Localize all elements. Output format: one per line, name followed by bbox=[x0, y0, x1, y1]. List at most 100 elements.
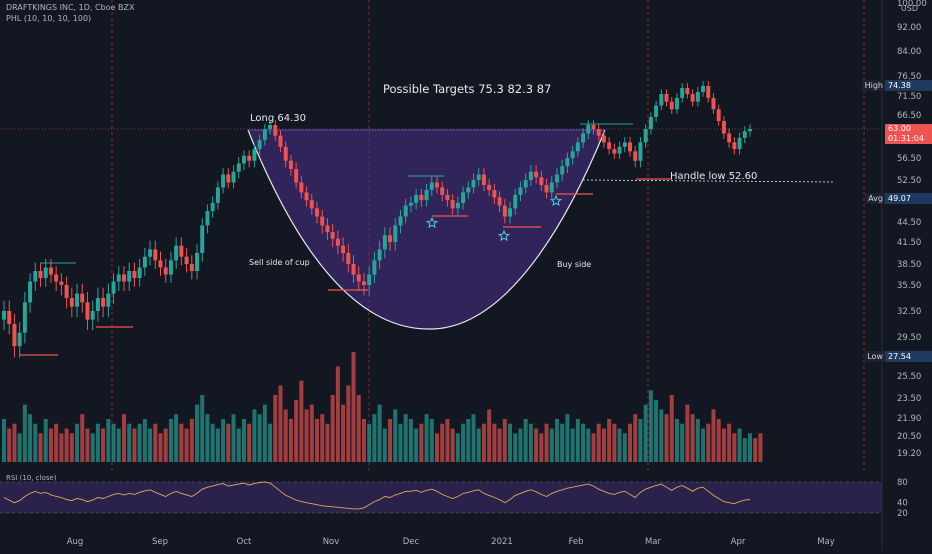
rsi-tick-label: 80 bbox=[897, 478, 908, 488]
candle-body bbox=[210, 202, 215, 212]
candle-body bbox=[33, 271, 38, 282]
candle-body bbox=[111, 281, 116, 294]
volume-bar bbox=[403, 414, 408, 462]
volume-bar bbox=[335, 366, 340, 462]
candle-body bbox=[638, 142, 643, 161]
cup-fill bbox=[248, 130, 605, 330]
volume-bar bbox=[669, 395, 674, 462]
volume-bar bbox=[252, 409, 257, 462]
volume-bar bbox=[153, 423, 158, 462]
volume-bar bbox=[685, 404, 690, 462]
volume-bar bbox=[716, 418, 721, 462]
candle-body bbox=[195, 253, 200, 271]
volume-bar bbox=[408, 418, 413, 462]
time-tick-label: 2021 bbox=[491, 537, 513, 547]
candle-body bbox=[388, 235, 393, 242]
volume-bar bbox=[127, 423, 132, 462]
candle-body bbox=[487, 184, 492, 190]
volume-bar bbox=[200, 395, 205, 462]
indicator-header: PHL (10, 10, 10, 100) bbox=[6, 14, 92, 23]
candle-body bbox=[2, 311, 6, 320]
volume-bar bbox=[33, 423, 38, 462]
volume-bar bbox=[633, 414, 638, 462]
price-tick-label: 71.50 bbox=[897, 92, 921, 102]
volume-bar bbox=[461, 423, 466, 462]
candles bbox=[2, 81, 752, 358]
volume-bar bbox=[497, 428, 502, 462]
volume-bar bbox=[544, 423, 549, 462]
volume-bar bbox=[137, 423, 142, 462]
volume-bar bbox=[64, 428, 69, 462]
cup-pattern bbox=[0, 128, 882, 330]
candle-body bbox=[346, 253, 351, 264]
volume-bar bbox=[148, 428, 153, 462]
volume-bar bbox=[75, 423, 80, 462]
volume-bar bbox=[434, 433, 439, 462]
candle-body bbox=[236, 163, 241, 172]
volume-bar bbox=[95, 423, 100, 462]
candle-body bbox=[434, 182, 439, 188]
volume-bar bbox=[680, 423, 685, 462]
candle-body bbox=[403, 205, 408, 217]
volume-bar bbox=[659, 409, 664, 462]
volume-bar bbox=[283, 409, 288, 462]
volume-bar bbox=[508, 423, 513, 462]
candle-body bbox=[659, 94, 664, 106]
price-tick-label: 44.50 bbox=[897, 218, 921, 228]
volume-bar bbox=[195, 404, 200, 462]
candle-body bbox=[132, 271, 137, 278]
candle-body bbox=[721, 121, 726, 134]
volume-bar bbox=[721, 428, 726, 462]
volume-bar bbox=[711, 409, 716, 462]
candle-body bbox=[377, 249, 382, 261]
candle-body bbox=[570, 151, 575, 158]
rsi-line bbox=[3, 481, 751, 510]
price-axis: 100.00 92.00 84.00 76.50 71.50 66.50 56.50 52.5… bbox=[897, 0, 927, 519]
candle-body bbox=[575, 142, 580, 152]
candle-body bbox=[48, 267, 53, 275]
price-tick-label: 21.90 bbox=[897, 414, 921, 424]
candle-body bbox=[221, 174, 226, 188]
candle-body bbox=[664, 94, 669, 102]
candle-body bbox=[367, 274, 372, 285]
candle-body bbox=[22, 302, 27, 333]
volume-bar bbox=[330, 395, 335, 462]
avg-value-tag: 49.07 bbox=[885, 193, 932, 204]
volume-bar bbox=[429, 418, 434, 462]
volume-bar bbox=[440, 423, 445, 462]
candle-body bbox=[716, 109, 721, 121]
high-value-tag: 74.38 bbox=[885, 80, 932, 91]
candle-body bbox=[534, 171, 539, 178]
candle-body bbox=[174, 245, 179, 261]
candle-body bbox=[382, 235, 387, 250]
rsi-header: RSI (10, close) bbox=[6, 474, 57, 482]
volume-bar bbox=[419, 423, 424, 462]
time-tick-label: Oct bbox=[237, 537, 252, 547]
volume-bar bbox=[346, 385, 351, 462]
candle-body bbox=[622, 142, 627, 147]
candle-body bbox=[508, 208, 513, 217]
volume-bar bbox=[513, 433, 518, 462]
volume-bar bbox=[341, 404, 346, 462]
price-tick-label: 19.20 bbox=[897, 449, 921, 459]
volume-bar bbox=[648, 390, 653, 462]
volume-bar bbox=[398, 423, 403, 462]
volume-bar bbox=[7, 428, 12, 462]
price-tick-label: 32.50 bbox=[897, 307, 921, 317]
volume-bar bbox=[236, 428, 241, 462]
volume-bar bbox=[570, 428, 575, 462]
volume-bar bbox=[654, 399, 659, 462]
volume-bar bbox=[664, 414, 669, 462]
candle-body bbox=[273, 125, 278, 136]
volume-bar bbox=[455, 433, 460, 462]
candle-body bbox=[200, 225, 205, 253]
volume-bar bbox=[268, 423, 273, 462]
price-tick-label: 23.50 bbox=[897, 394, 921, 404]
candle-body bbox=[528, 171, 533, 180]
volume-bar bbox=[414, 428, 419, 462]
volume-bar bbox=[586, 428, 591, 462]
candle-body bbox=[75, 293, 80, 307]
volume-bar bbox=[382, 428, 387, 462]
volume-bar bbox=[758, 433, 763, 462]
